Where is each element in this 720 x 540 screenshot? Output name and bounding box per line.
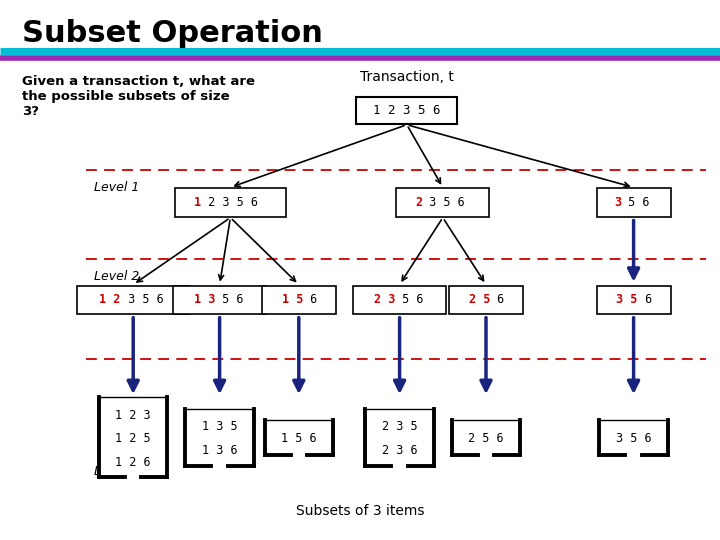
FancyBboxPatch shape bbox=[449, 286, 523, 314]
Text: 5 6: 5 6 bbox=[215, 293, 244, 306]
Text: 2: 2 bbox=[415, 196, 422, 209]
Text: 2 3 6: 2 3 6 bbox=[382, 444, 418, 457]
Bar bbox=[186, 409, 254, 466]
Text: 1 2 6: 1 2 6 bbox=[115, 456, 151, 469]
Text: 3: 3 bbox=[614, 196, 621, 209]
Text: Level 1: Level 1 bbox=[94, 181, 139, 194]
FancyBboxPatch shape bbox=[596, 286, 671, 314]
Text: Subset Operation: Subset Operation bbox=[22, 19, 323, 48]
FancyBboxPatch shape bbox=[596, 188, 671, 217]
FancyBboxPatch shape bbox=[396, 188, 490, 217]
FancyBboxPatch shape bbox=[174, 188, 287, 217]
FancyBboxPatch shape bbox=[78, 286, 189, 314]
Text: 2 3: 2 3 bbox=[374, 293, 395, 306]
Text: 6: 6 bbox=[303, 293, 318, 306]
Text: 1 5 6: 1 5 6 bbox=[281, 432, 317, 445]
Text: Subsets of 3 items: Subsets of 3 items bbox=[296, 504, 424, 518]
Bar bbox=[265, 420, 333, 455]
Text: Given a transaction t, what are
the possible subsets of size
3?: Given a transaction t, what are the poss… bbox=[22, 75, 255, 118]
Text: 1 2 3 5 6: 1 2 3 5 6 bbox=[373, 104, 441, 117]
Text: 5 6: 5 6 bbox=[621, 196, 649, 209]
Text: 1 2 3: 1 2 3 bbox=[115, 409, 151, 422]
FancyBboxPatch shape bbox=[356, 97, 457, 124]
Text: Level 2: Level 2 bbox=[94, 270, 139, 283]
Text: 3 5: 3 5 bbox=[616, 293, 638, 306]
Text: 6: 6 bbox=[638, 293, 652, 306]
Text: 2 3 5: 2 3 5 bbox=[382, 420, 418, 433]
Text: 2 5 6: 2 5 6 bbox=[468, 432, 504, 445]
Bar bbox=[99, 397, 168, 477]
Text: Transaction, t: Transaction, t bbox=[360, 70, 454, 84]
Text: 2 5: 2 5 bbox=[469, 293, 490, 306]
Text: 3 5 6: 3 5 6 bbox=[422, 196, 465, 209]
Text: 1 2: 1 2 bbox=[99, 293, 121, 306]
Bar bbox=[599, 420, 668, 455]
FancyBboxPatch shape bbox=[173, 286, 266, 314]
Text: 1: 1 bbox=[194, 196, 202, 209]
Text: 2 3 5 6: 2 3 5 6 bbox=[202, 196, 258, 209]
Text: 5 6: 5 6 bbox=[395, 293, 424, 306]
Text: 1 2 5: 1 2 5 bbox=[115, 432, 151, 445]
Text: 1 5: 1 5 bbox=[282, 293, 303, 306]
Text: 3 5 6: 3 5 6 bbox=[121, 293, 163, 306]
Text: 3 5 6: 3 5 6 bbox=[616, 432, 652, 445]
FancyBboxPatch shape bbox=[262, 286, 336, 314]
Text: 1 3 6: 1 3 6 bbox=[202, 444, 238, 457]
FancyBboxPatch shape bbox=[354, 286, 446, 314]
Text: Level 3: Level 3 bbox=[94, 465, 139, 478]
Bar bbox=[452, 420, 521, 455]
Text: 6: 6 bbox=[490, 293, 505, 306]
Text: 1 3: 1 3 bbox=[194, 293, 215, 306]
Bar bbox=[366, 409, 433, 466]
Text: 1 3 5: 1 3 5 bbox=[202, 420, 238, 433]
